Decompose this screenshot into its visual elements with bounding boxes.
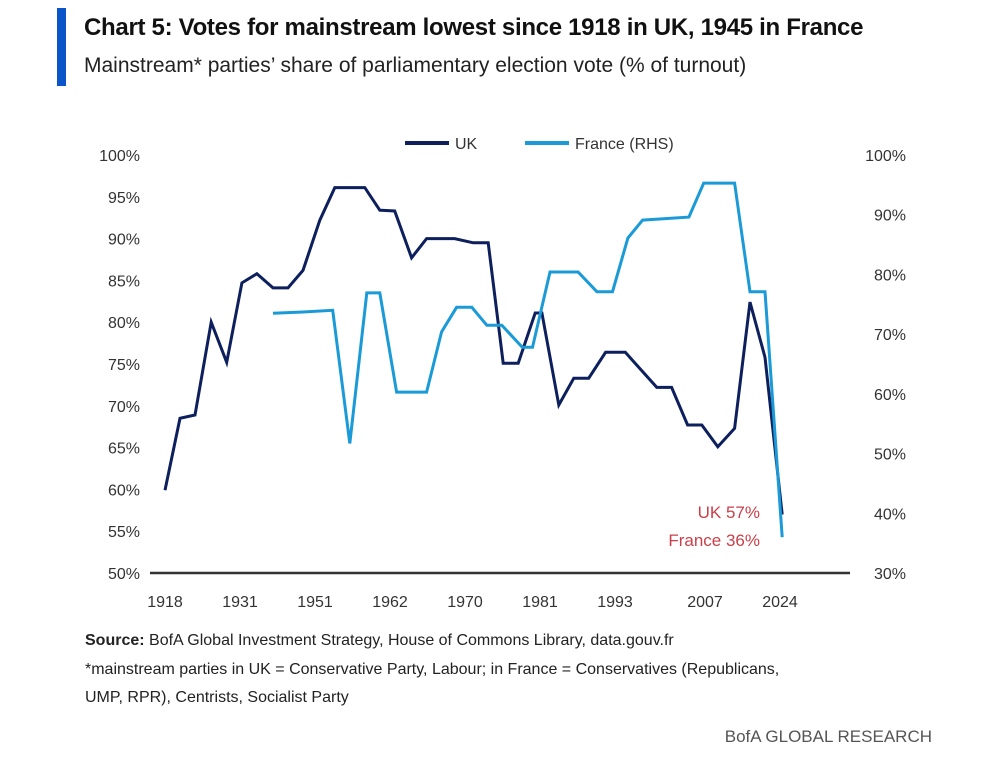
y-left-tick-label: 60% [108, 482, 140, 499]
chart-subtitle: Mainstream* parties’ share of parliament… [84, 54, 747, 77]
series-line-france [272, 181, 784, 538]
y-left-tick-label: 90% [108, 232, 140, 249]
x-tick-label: 1962 [372, 594, 408, 611]
y-left-tick-label: 75% [108, 357, 140, 374]
legend-label-uk: UK [455, 136, 478, 153]
y-left-tick-label: 50% [108, 566, 140, 583]
x-tick-label: 1981 [522, 594, 558, 611]
source-label: Source: [85, 632, 145, 649]
source-line: Source: BofA Global Investment Strategy,… [85, 632, 674, 650]
y-right-tick-label: 30% [874, 566, 906, 583]
legend-label-france: France (RHS) [575, 136, 674, 153]
y-left-tick-label: 65% [108, 441, 140, 458]
y-left-tick-label: 70% [108, 399, 140, 416]
source-text: BofA Global Investment Strategy, House o… [144, 632, 674, 649]
x-tick-label: 2024 [762, 594, 798, 611]
annotation-label: France 36% [668, 531, 760, 550]
title-accent-bar [57, 8, 66, 86]
x-tick-label: 1993 [597, 594, 633, 611]
annotation-label: UK 57% [698, 503, 760, 522]
x-tick-label: 1931 [222, 594, 258, 611]
brand-footer: BofA GLOBAL RESEARCH [724, 727, 932, 746]
y-left-tick-label: 55% [108, 524, 140, 541]
x-tick-label: 2007 [687, 594, 723, 611]
y-left-tick-label: 100% [99, 148, 140, 165]
series-line-uk [163, 186, 784, 515]
y-left-tick-label: 80% [108, 315, 140, 332]
y-right-tick-label: 70% [874, 327, 906, 344]
y-right-tick-label: 60% [874, 387, 906, 404]
footnote-line-1: *mainstream parties in UK = Conservative… [85, 661, 780, 678]
y-right-tick-label: 80% [874, 267, 906, 284]
chart-title: Chart 5: Votes for mainstream lowest sin… [84, 14, 864, 41]
y-right-tick-label: 40% [874, 506, 906, 523]
y-right-tick-label: 90% [874, 208, 906, 225]
y-left-tick-label: 85% [108, 273, 140, 290]
footnote-line-2: UMP, RPR), Centrists, Socialist Party [85, 689, 349, 706]
x-tick-label: 1970 [447, 594, 483, 611]
y-right-tick-label: 100% [865, 148, 906, 165]
x-tick-label: 1918 [147, 594, 183, 611]
y-left-tick-label: 95% [108, 190, 140, 207]
y-right-tick-label: 50% [874, 447, 906, 464]
x-tick-label: 1951 [297, 594, 333, 611]
